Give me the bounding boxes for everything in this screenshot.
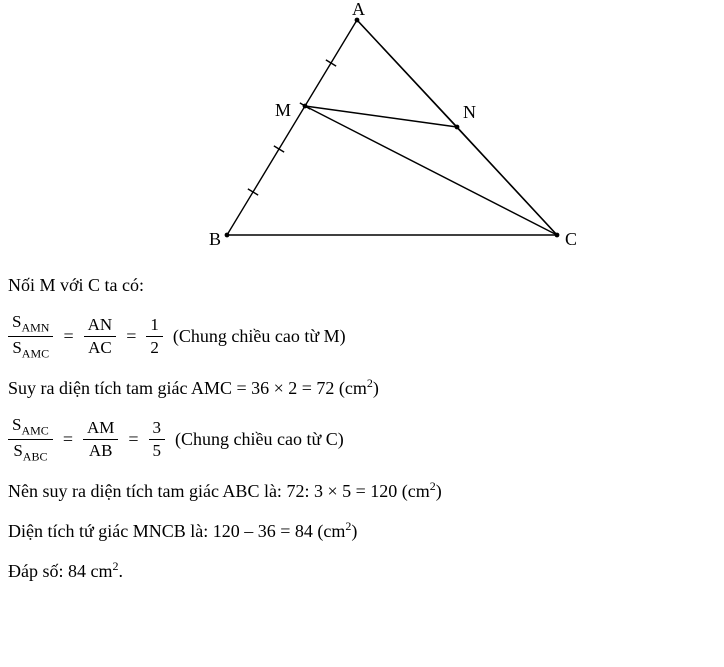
text-line-5: Đáp số: 84 cm2. xyxy=(8,557,716,585)
sub-amn: AMN xyxy=(21,320,49,334)
note-1: (Chung chiều cao từ M) xyxy=(173,326,346,347)
equals: = xyxy=(124,429,142,450)
note-2: (Chung chiều cao từ C) xyxy=(175,429,344,450)
frac-1-2: 1 2 xyxy=(146,314,163,359)
num-1: 1 xyxy=(146,314,163,336)
frac-samc-sabc: SAMC SABC xyxy=(8,414,53,465)
den-ac: AC xyxy=(84,337,116,359)
text-line-1: Nối M với C ta có: xyxy=(8,272,716,299)
sub-amc: AMC xyxy=(22,346,49,360)
frac-an-ac: AN AC xyxy=(84,314,117,359)
l3b: ) xyxy=(436,481,442,501)
equals: = xyxy=(59,326,77,347)
frac-3-5: 3 5 xyxy=(149,417,166,462)
svg-text:C: C xyxy=(565,229,577,249)
svg-text:M: M xyxy=(275,100,291,120)
sym-S: S xyxy=(13,441,22,460)
den-ab: AB xyxy=(85,440,117,462)
l2a: Suy ra diện tích tam giác AMC = 36 × 2 =… xyxy=(8,378,367,398)
l4b: ) xyxy=(351,521,357,541)
equation-1: SAMN SAMC = AN AC = 1 2 (Chung chiều cao… xyxy=(8,311,716,362)
svg-text:A: A xyxy=(352,0,365,19)
svg-text:N: N xyxy=(463,102,476,122)
l3a: Nên suy ra diện tích tam giác ABC là: 72… xyxy=(8,481,430,501)
den-2: 2 xyxy=(146,337,163,359)
text-line-3: Nên suy ra diện tích tam giác ABC là: 72… xyxy=(8,477,716,505)
l4a: Diện tích tứ giác MNCB là: 120 – 36 = 84… xyxy=(8,521,345,541)
den-5: 5 xyxy=(149,440,166,462)
num-am: AM xyxy=(83,417,118,439)
text-line-2: Suy ra diện tích tam giác AMC = 36 × 2 =… xyxy=(8,374,716,402)
frac-am-ab: AM AB xyxy=(83,417,118,462)
sub-amc: AMC xyxy=(21,423,48,437)
sub-abc: ABC xyxy=(23,449,48,463)
l2b: ) xyxy=(373,378,379,398)
equals: = xyxy=(59,429,77,450)
sym-S: S xyxy=(12,338,21,357)
equals: = xyxy=(122,326,140,347)
solution-text: Nối M với C ta có: SAMN SAMC = AN AC = 1… xyxy=(0,272,724,585)
figure-container: A B C M N xyxy=(0,0,724,260)
l5a: Đáp số: 84 cm xyxy=(8,561,112,581)
num-3: 3 xyxy=(149,417,166,439)
num-an: AN xyxy=(84,314,117,336)
text-line-4: Diện tích tứ giác MNCB là: 120 – 36 = 84… xyxy=(8,517,716,545)
l5b: . xyxy=(118,561,123,581)
equation-2: SAMC SABC = AM AB = 3 5 (Chung chiều cao… xyxy=(8,414,716,465)
frac-samn-samc: SAMN SAMC xyxy=(8,311,53,362)
triangle-diagram: A B C M N xyxy=(147,0,577,260)
svg-text:B: B xyxy=(209,229,221,249)
